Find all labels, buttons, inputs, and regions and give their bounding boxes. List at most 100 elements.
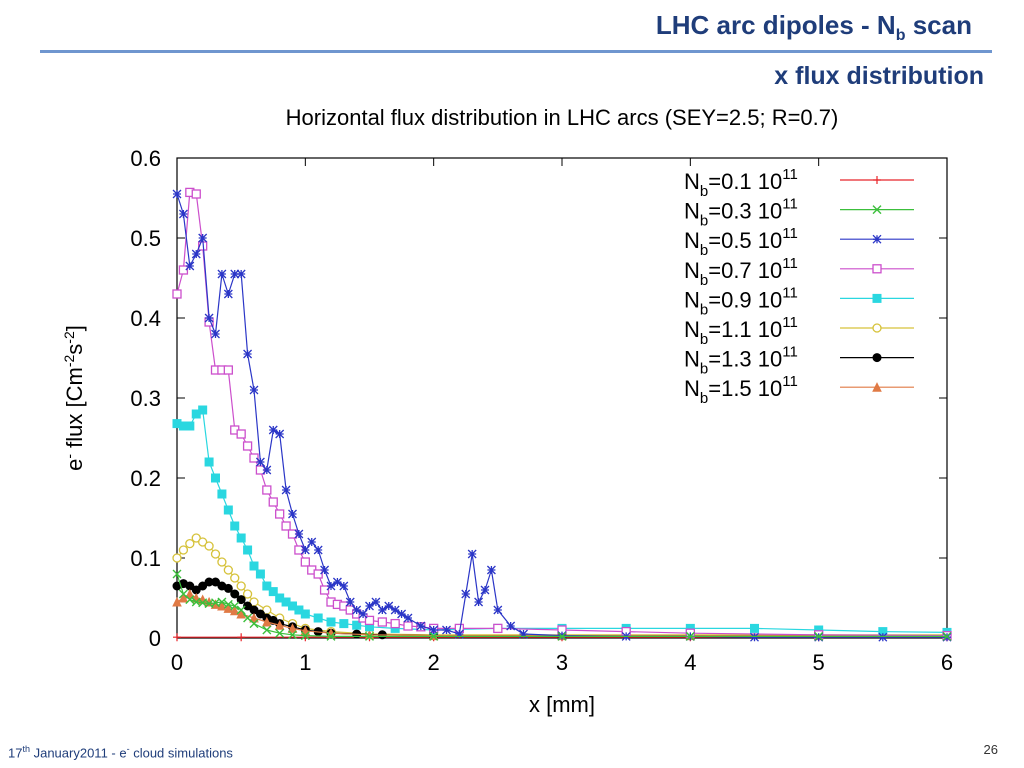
data-point (178, 265, 189, 275)
series-3 (172, 189, 952, 642)
data-point (236, 429, 246, 439)
data-point (236, 605, 246, 615)
legend-label: Nb=0.1 1011 (684, 166, 798, 200)
data-point (287, 623, 298, 633)
data-point (461, 589, 471, 599)
footer-middle: January2011 - e (29, 745, 127, 761)
legend-marker (872, 323, 882, 333)
slide-subtitle: x flux distribution (774, 62, 984, 90)
data-point (243, 545, 253, 555)
data-point (319, 585, 330, 595)
legend-entry: Nb=0.7 1011 (684, 255, 914, 289)
data-point (480, 585, 490, 595)
x-axis-label: x [mm] (529, 692, 595, 717)
footer-date-suffix: th (22, 744, 30, 754)
data-point (365, 631, 374, 641)
data-point (210, 549, 221, 559)
data-point (185, 538, 195, 549)
data-point (204, 541, 214, 551)
data-point (262, 625, 272, 635)
footer-date-day: 17 (8, 745, 23, 761)
data-point (288, 509, 297, 519)
x-tick-label: 6 (941, 650, 953, 675)
series-line (176, 191, 948, 637)
data-point (474, 597, 484, 607)
data-point (262, 616, 272, 627)
data-point (198, 581, 208, 591)
y-tick-label: 0.3 (130, 386, 161, 411)
data-point (307, 537, 317, 547)
data-point (750, 623, 759, 633)
legend-entry: Nb=0.1 1011 (684, 166, 914, 200)
data-point (211, 577, 220, 587)
legend-label: Nb=0.9 1011 (684, 284, 798, 318)
data-point (557, 631, 567, 641)
data-point (217, 557, 227, 567)
x-tick-label: 5 (813, 650, 825, 675)
legend-marker (872, 264, 882, 274)
data-point (185, 261, 195, 271)
series-6 (172, 533, 952, 640)
data-point (243, 349, 253, 359)
data-point (384, 601, 394, 611)
data-point (814, 631, 824, 641)
data-point (217, 269, 227, 279)
series-4 (172, 187, 952, 641)
data-point (339, 581, 349, 591)
data-point (300, 609, 310, 619)
data-point (371, 597, 381, 607)
data-point (198, 405, 208, 415)
data-point (211, 329, 220, 339)
data-point (185, 595, 195, 605)
data-point (223, 583, 233, 593)
data-point (320, 565, 330, 575)
data-point (242, 589, 253, 599)
y-tick-label: 0.6 (130, 146, 161, 171)
legend-marker (872, 382, 882, 392)
data-point (242, 441, 253, 451)
data-point (236, 533, 246, 543)
legend-entry: Nb=0.3 1011 (684, 196, 914, 230)
data-point (275, 429, 285, 439)
data-point (878, 632, 888, 642)
data-point (486, 565, 496, 575)
data-point (249, 612, 259, 623)
slide-title: LHC arc dipoles - Nb scan (656, 10, 972, 45)
data-point (685, 631, 695, 641)
title-divider (40, 50, 992, 53)
data-point (326, 631, 336, 641)
data-point (268, 425, 278, 435)
slide-title-main: LHC arc dipoles - N (655, 10, 896, 40)
data-point (223, 565, 233, 575)
series-5 (172, 405, 952, 637)
x-tick-label: 3 (556, 650, 568, 675)
data-point (230, 521, 240, 531)
data-point (211, 473, 220, 483)
series-line (176, 193, 947, 638)
y-tick-label: 0.5 (130, 226, 161, 251)
data-point (313, 569, 323, 579)
data-point (249, 561, 259, 571)
series-2 (172, 569, 952, 641)
y-tick-label: 0.1 (130, 546, 161, 571)
data-point (403, 613, 413, 623)
data-point (172, 189, 182, 199)
data-point (352, 605, 362, 615)
data-point (230, 573, 240, 583)
data-point (519, 629, 528, 639)
data-point (236, 581, 246, 591)
data-point (178, 545, 189, 555)
data-point (236, 595, 246, 605)
footer-end: cloud simulations (129, 745, 233, 761)
data-point (172, 553, 182, 563)
legend-entry: Nb=0.9 1011 (684, 284, 914, 318)
legend-label: Nb=1.5 1011 (684, 373, 798, 407)
data-point (377, 617, 387, 627)
data-point (223, 603, 234, 613)
data-point (217, 597, 227, 607)
data-point (217, 489, 227, 499)
data-point (185, 588, 195, 599)
data-point (178, 209, 188, 219)
legend-marker (872, 234, 882, 244)
